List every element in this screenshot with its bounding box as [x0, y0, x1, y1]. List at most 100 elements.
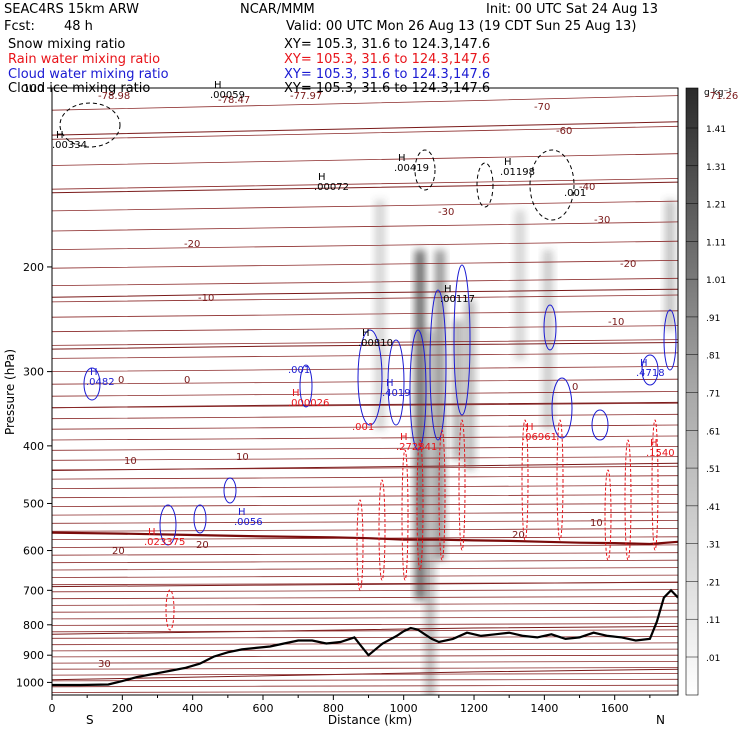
- isotherm-minor: [52, 153, 678, 166]
- isotherm-minor: [52, 200, 678, 212]
- cloud-water-contour: [591, 409, 609, 441]
- maximum-value: .06961: [522, 432, 557, 443]
- maximum-value: .4718: [636, 368, 665, 379]
- maximum-marker: H: [400, 432, 408, 443]
- isotherm-minor: [52, 623, 678, 626]
- colorbar-label: 1.41: [706, 125, 726, 135]
- isotherm-minor: [52, 325, 678, 333]
- cloud-water-contour: [663, 309, 677, 371]
- isotherm-label: -78.47: [218, 95, 250, 106]
- y-tick-label: 500: [23, 497, 44, 510]
- rain-water-contour: [356, 499, 364, 591]
- isotherm-minor: [52, 125, 678, 140]
- isotherm-minor: [52, 654, 678, 658]
- maximum-marker: H: [318, 172, 326, 183]
- maximum-value: .4019: [382, 388, 411, 399]
- isotherm-minor: [52, 667, 678, 670]
- colorbar-label: .41: [706, 503, 720, 513]
- isotherm-label: 20: [512, 530, 525, 541]
- contour-label: .001: [352, 422, 374, 433]
- isotherm: [52, 342, 678, 350]
- y-tick-label: 700: [23, 584, 44, 597]
- isotherm-minor: [52, 402, 678, 409]
- cloud-water-contour: [299, 364, 313, 408]
- maximum-marker: H: [640, 358, 648, 369]
- plot-frame: [51, 87, 679, 696]
- cloud-water-contour: [357, 329, 383, 426]
- rain-water-contour: [458, 419, 466, 551]
- field-snow-xy: XY= 105.3, 31.6 to 124.3,147.6: [284, 37, 491, 52]
- cloud-water-contour: [387, 339, 405, 426]
- maximum-value: .00334: [52, 140, 87, 151]
- isotherm-label: 30: [98, 659, 111, 670]
- cloud-water-contour: [83, 367, 101, 401]
- isotherm-minor: [52, 544, 678, 548]
- temperature-contours: [52, 95, 678, 693]
- isotherm-label: -40: [579, 182, 595, 193]
- isotherm-minor: [52, 596, 678, 600]
- isotherm-label: 10: [124, 456, 137, 467]
- cloud-water-contour: [453, 264, 471, 416]
- colorbar: g kg⁻¹ 1.41 1.31 1.21 1.11 1.01 .91 .81 .71 .61.…: [685, 87, 732, 696]
- axes: 0 200 400 600 800 1000 1200 1400 160010020030040…: [16, 82, 651, 715]
- isotherm-minor: [52, 413, 678, 420]
- maximum-value: .000026: [288, 398, 329, 409]
- isotherm-label: -77.97: [290, 91, 322, 102]
- x-tick-label: 1000: [390, 702, 418, 715]
- maximum-value: .0056: [234, 517, 263, 528]
- rain-water-contour: [624, 439, 632, 561]
- maximum-value: .1540: [646, 448, 675, 459]
- y-tick-label: 200: [23, 261, 44, 274]
- x-tick-label: 1200: [460, 702, 488, 715]
- x-tick-label: 600: [253, 702, 274, 715]
- y-tick-label: 100: [23, 82, 44, 95]
- isotherm-minor: [52, 684, 678, 688]
- valid-time: Valid: 00 UTC Mon 26 Aug 13 (19 CDT Sun …: [286, 19, 637, 34]
- isotherm-minor: [52, 589, 678, 593]
- colorbar-label: .11: [706, 616, 720, 626]
- isotherm-minor: [52, 475, 678, 480]
- colorbar-label: .31: [706, 541, 720, 551]
- isotherm-minor: [52, 673, 678, 676]
- x-tick-label: 0: [49, 702, 56, 715]
- maximum-marker: H: [444, 284, 452, 295]
- isotherm-minor: [52, 642, 678, 646]
- isotherm-minor: [52, 552, 678, 556]
- org-name: NCAR/MMM: [240, 2, 315, 17]
- isotherm-minor: [52, 294, 678, 303]
- field-rain-name: Rain water mixing ratio: [8, 52, 161, 67]
- colorbar-label: .51: [706, 465, 720, 475]
- cloud-water-contour: [193, 504, 207, 534]
- ice-plume: [453, 320, 463, 460]
- maximum-marker: H: [386, 378, 394, 389]
- rain-water-contour: [651, 419, 659, 551]
- isotherm-minor: [52, 567, 678, 571]
- maximum-value: .00072: [314, 182, 349, 193]
- x-tick-label: 1600: [601, 702, 629, 715]
- mixing-ratio-contours: [59, 102, 677, 631]
- north-label: N: [656, 713, 665, 727]
- init-time: Init: 00 UTC Sat 24 Aug 13: [486, 2, 659, 17]
- isotherm-minor: [52, 574, 678, 578]
- isotherm-minor: [52, 609, 678, 613]
- isotherm-minor: [52, 582, 678, 586]
- isotherm-minor: [52, 559, 678, 564]
- isotherm-label: 0: [572, 382, 578, 393]
- colorbar-label: 1.01: [706, 276, 726, 286]
- field-rain-xy: XY= 105.3, 31.6 to 124.3,147.6: [284, 52, 491, 67]
- isotherm-label: -60: [556, 126, 572, 137]
- colorbar-label: 1.31: [706, 163, 726, 173]
- snow-contour: [59, 102, 121, 148]
- isotherm-label: -10: [608, 317, 624, 328]
- contour-label: .001: [288, 365, 310, 376]
- ice-plume: [515, 210, 525, 360]
- colorbar-label: .01: [706, 654, 720, 664]
- isotherm-minor: [52, 221, 678, 232]
- colorbar-label: .91: [706, 314, 720, 324]
- maximum-marker: H: [148, 527, 156, 538]
- snow-contour: [414, 149, 436, 191]
- isotherm-minor: [52, 260, 678, 269]
- y-tick-label: 800: [23, 619, 44, 632]
- maximum-marker: H: [362, 328, 370, 339]
